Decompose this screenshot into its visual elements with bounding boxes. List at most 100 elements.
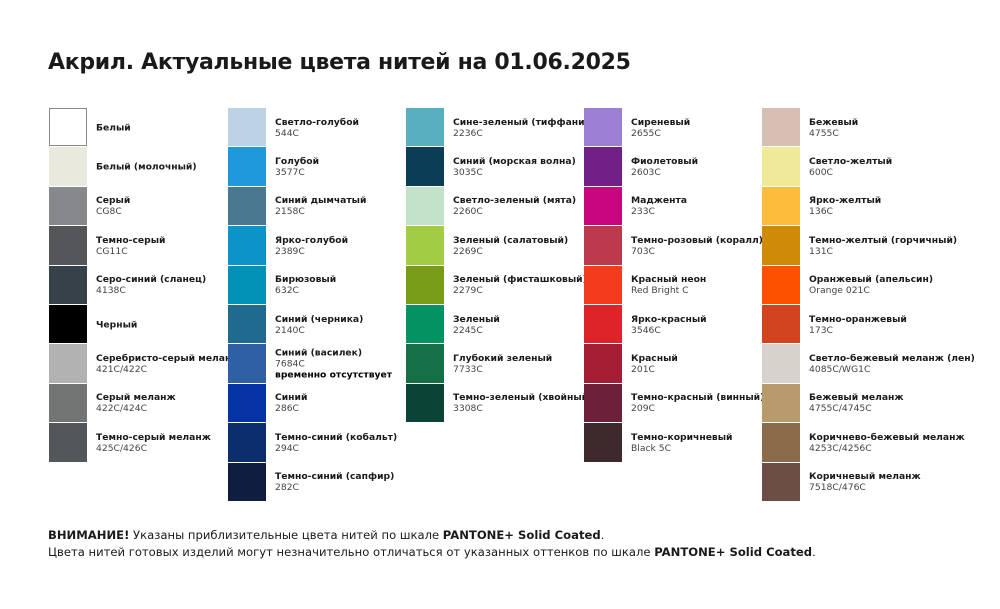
color-label: Белый <box>96 122 131 133</box>
pantone-code: 425C/426C <box>96 442 147 454</box>
color-swatch <box>584 423 622 462</box>
pantone-code: 632C <box>275 285 299 297</box>
color-name: Серебристо-серый меланж <box>96 353 241 365</box>
color-swatch <box>228 108 266 147</box>
color-name: Черный <box>96 319 138 331</box>
color-swatch <box>406 226 444 265</box>
color-swatch <box>49 226 87 265</box>
color-name: Темно-серый меланж <box>96 431 211 443</box>
color-swatch <box>49 265 87 304</box>
color-label: Белый (молочный) <box>96 162 197 173</box>
color-label: Зеленый 2245C <box>453 314 500 336</box>
color-swatch <box>584 186 622 226</box>
color-name: Бежевый <box>809 116 859 128</box>
pantone-code: 2603C <box>631 167 661 179</box>
color-swatch <box>762 265 800 304</box>
color-swatch <box>762 108 800 147</box>
color-swatch <box>406 304 444 344</box>
pantone-code: 136C <box>809 206 833 218</box>
color-swatch <box>762 304 800 344</box>
color-swatch <box>406 147 444 186</box>
pantone-code: 4085C/WG1C <box>809 364 871 376</box>
color-label: Светло-бежевый меланж (лен) 4085C/WG1C <box>809 353 975 375</box>
footer-text-2: Цвета нитей готовых изделий могут незнач… <box>48 545 655 559</box>
color-swatch <box>762 383 800 423</box>
color-swatch <box>762 462 800 501</box>
color-swatch <box>584 265 622 304</box>
color-swatch <box>49 383 87 423</box>
pantone-code: CG11C <box>96 245 128 257</box>
color-label: Светло-желтый 600C <box>809 156 892 178</box>
pantone-code: 2236C <box>453 127 483 139</box>
pantone-code: 3546C <box>631 324 661 336</box>
pantone-code: 209C <box>631 403 655 415</box>
color-swatch <box>406 108 444 147</box>
color-name: Темно-синий (кобальт) <box>275 431 398 443</box>
color-label: Бежевый 4755C <box>809 117 858 139</box>
color-swatch <box>762 226 800 265</box>
color-name: Зеленый (фисташковый) <box>453 274 587 286</box>
color-swatch <box>406 344 444 383</box>
color-label: Синий (черника) 2140C <box>275 314 363 336</box>
color-swatch <box>228 304 266 344</box>
color-name: Синий дымчатый <box>275 195 367 207</box>
color-swatch <box>228 383 266 423</box>
pantone-code: 233C <box>631 206 655 218</box>
pantone-code: 282C <box>275 482 299 494</box>
pantone-code: 703C <box>631 245 655 257</box>
color-label: Серо-синий (сланец) 4138C <box>96 274 206 296</box>
color-label: Голубой 3577C <box>275 156 319 178</box>
pantone-code: 3577C <box>275 167 305 179</box>
color-swatch <box>49 186 87 226</box>
warning-label: ВНИМАНИЕ! <box>48 528 130 542</box>
color-label: Синий дымчатый 2158C <box>275 195 366 217</box>
color-swatch <box>49 108 87 147</box>
color-swatch <box>228 423 266 462</box>
color-label: Красный неон Red Bright C <box>631 274 706 296</box>
color-name: Ярко-красный <box>631 313 707 325</box>
color-label: Серый CG8C <box>96 195 130 217</box>
color-label: Темно-красный (винный) 209C <box>631 392 764 414</box>
color-label: Темно-коричневый Black 5C <box>631 432 733 454</box>
color-name: Светло-голубой <box>275 116 359 128</box>
pantone-code: 3308C <box>453 403 483 415</box>
pantone-code: 294C <box>275 442 299 454</box>
color-swatch <box>49 304 87 344</box>
color-name: Ярко-голубой <box>275 234 349 246</box>
color-name: Бирюзовый <box>275 274 337 286</box>
color-swatch <box>584 304 622 344</box>
color-name: Бежевый меланж <box>809 392 904 404</box>
pantone-label: PANTONE+ Solid Coated <box>654 545 813 559</box>
pantone-code: Black 5C <box>631 442 672 454</box>
color-label: Коричневый меланж 7518C/476C <box>809 471 921 493</box>
color-name: Серый <box>96 195 131 207</box>
pantone-code: 3035C <box>453 167 483 179</box>
pantone-code: 173C <box>809 324 833 336</box>
color-swatch <box>49 344 87 383</box>
color-name: Серо-синий (сланец) <box>96 274 207 286</box>
color-label: Бежевый меланж 4755C/4745C <box>809 392 904 414</box>
page-title: Акрил. Актуальные цвета нитей на 01.06.2… <box>48 50 631 75</box>
color-swatch <box>228 462 266 501</box>
color-name: Синий (василек) <box>275 347 363 359</box>
color-label: Черный <box>96 319 137 330</box>
pantone-code: 2269C <box>453 245 483 257</box>
color-swatch <box>762 344 800 383</box>
color-swatch <box>406 383 444 423</box>
color-name: Светло-бежевый меланж (лен) <box>809 353 975 365</box>
color-label: Темно-серый меланж 425C/426C <box>96 432 211 454</box>
color-swatch <box>762 186 800 226</box>
pantone-code: Orange 021C <box>809 285 870 297</box>
color-label: Светло-зеленый (мята) 2260C <box>453 195 576 217</box>
pantone-code: 2279C <box>453 285 483 297</box>
color-label: Серый меланж 422C/424C <box>96 392 176 414</box>
footer-dot: . <box>600 528 605 542</box>
color-swatch <box>49 423 87 462</box>
color-swatch <box>584 108 622 147</box>
color-name: Фиолетовый <box>631 156 699 168</box>
footer-dot: . <box>812 545 816 559</box>
color-name: Белый (молочный) <box>96 161 197 173</box>
pantone-code: 4755C <box>809 127 839 139</box>
color-swatch <box>584 344 622 383</box>
color-swatch <box>228 265 266 304</box>
